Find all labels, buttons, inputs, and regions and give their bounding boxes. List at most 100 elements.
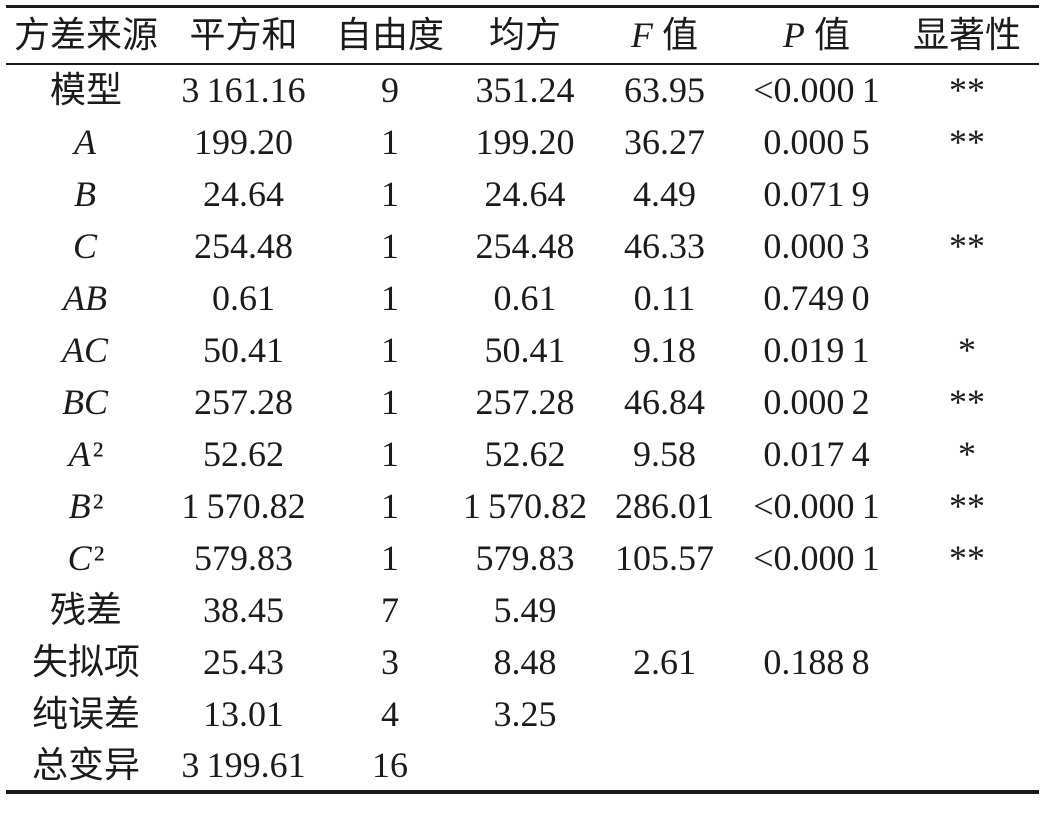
table-cell: ** — [949, 225, 985, 266]
table-cell — [895, 584, 1039, 636]
table-cell: 351.24 — [475, 70, 575, 110]
table-cell: 24.64 — [203, 173, 284, 214]
table-row: B² 1 570.82 1 1 570.82 286.01 <0.000 1 ** — [6, 480, 1039, 532]
table-cell: 残差 — [49, 589, 122, 630]
table-cell: 46.33 — [624, 225, 705, 266]
table-cell: 5.49 — [493, 589, 557, 630]
table-cell: C² — [67, 537, 105, 578]
table-cell: 9.58 — [633, 433, 696, 474]
table-cell: 1 — [381, 537, 399, 578]
table-cell: 1 570.82 — [462, 485, 588, 526]
table-cell — [738, 740, 895, 792]
table-cell — [895, 636, 1039, 688]
table-cell: 16 — [372, 744, 408, 785]
table-cell: 1 — [381, 277, 399, 318]
table-cell — [738, 584, 895, 636]
table-row: A² 52.62 1 52.62 9.58 0.017 4 * — [6, 428, 1039, 480]
table-cell: 1 — [381, 225, 399, 266]
table-row: 残差 38.45 7 5.49 — [6, 584, 1039, 636]
table-cell: 8.48 — [493, 641, 557, 682]
table-row: AB 0.61 1 0.61 0.11 0.749 0 — [6, 272, 1039, 324]
table-cell: 0.61 — [493, 277, 557, 318]
table-cell: 9 — [381, 70, 399, 110]
table-row: 纯误差 13.01 4 3.25 — [6, 688, 1039, 740]
table-cell: 9.18 — [633, 329, 696, 370]
table-cell: ** — [949, 70, 985, 110]
table-row: 失拟项 25.43 3 8.48 2.61 0.188 8 — [6, 636, 1039, 688]
table-cell: 579.83 — [475, 537, 575, 578]
table-cell — [591, 740, 738, 792]
table-cell — [591, 688, 738, 740]
table-cell: C — [72, 225, 97, 266]
table-cell: 纯误差 — [31, 693, 140, 734]
table-cell: 2.61 — [633, 641, 696, 682]
table-cell: BC — [61, 381, 108, 422]
table-cell: 4 — [381, 693, 399, 734]
table-row: A 199.20 1 199.20 36.27 0.000 5 ** — [6, 116, 1039, 168]
table-row: C² 579.83 1 579.83 105.57 <0.000 1 ** — [6, 532, 1039, 584]
column-header: 方差来源 — [13, 15, 158, 56]
table-row: C 254.48 1 254.48 46.33 0.000 3 ** — [6, 220, 1039, 272]
table-cell: 0.11 — [633, 277, 696, 318]
table-cell: 50.41 — [484, 329, 566, 370]
table-cell: 总变异 — [31, 744, 140, 785]
column-header: P 值 — [782, 15, 851, 56]
table-cell: <0.000 1 — [753, 537, 880, 578]
table-cell: 38.45 — [203, 589, 284, 630]
table-cell: 3 199.61 — [181, 744, 306, 785]
table-cell: 7 — [381, 589, 399, 630]
table-cell: B — [74, 173, 96, 214]
table-cell: 286.01 — [615, 485, 714, 526]
table-cell: 1 — [381, 121, 399, 162]
table-cell: 52.62 — [484, 433, 566, 474]
table-cell: 0.61 — [212, 277, 275, 318]
table-cell: 0.000 3 — [763, 225, 870, 266]
table-cell: 199.20 — [194, 121, 293, 162]
table-row: AC 50.41 1 50.41 9.18 0.019 1 * — [6, 324, 1039, 376]
table-cell: 1 — [381, 173, 399, 214]
table-row: 总变异 3 199.61 16 — [6, 740, 1039, 792]
table-cell: 0.749 0 — [763, 277, 870, 318]
table-cell: * — [958, 329, 976, 370]
table-cell: ** — [949, 121, 985, 162]
table-cell: 1 — [381, 381, 399, 422]
table-cell: 0.000 5 — [763, 121, 870, 162]
table-cell: 1 — [381, 433, 399, 474]
table-cell: <0.000 1 — [753, 70, 880, 110]
table-cell: B² — [68, 485, 104, 526]
column-header: 平方和 — [189, 15, 298, 56]
table-cell: 46.84 — [624, 381, 705, 422]
table-cell: 0.071 9 — [763, 173, 870, 214]
table-cell: <0.000 1 — [753, 485, 880, 526]
table-cell: 257.28 — [475, 381, 575, 422]
table-cell — [738, 688, 895, 740]
anova-table: 方差来源 平方和 自由度 均方 F 值 P 值 显著性 模型 3 161.16 9 351.24 6… — [6, 5, 1039, 794]
table-cell: 13.01 — [203, 693, 284, 734]
table-cell — [895, 168, 1039, 220]
column-header: 均方 — [488, 15, 561, 56]
table-cell: 3.25 — [493, 693, 557, 734]
table-cell: 0.000 2 — [763, 381, 870, 422]
table-cell: 257.28 — [194, 381, 293, 422]
table-cell: * — [958, 433, 976, 474]
table-cell: 24.64 — [484, 173, 566, 214]
table-cell: 199.20 — [475, 121, 575, 162]
table-cell: 1 — [381, 329, 399, 370]
table-cell: AB — [63, 277, 107, 318]
table-cell: 579.83 — [194, 537, 293, 578]
table-cell: 50.41 — [203, 329, 284, 370]
table-cell: 失拟项 — [31, 641, 140, 682]
table-cell: AC — [61, 329, 108, 370]
table-cell: A² — [68, 433, 104, 474]
table-cell: 模型 — [49, 70, 122, 110]
table-cell — [895, 740, 1039, 792]
table-cell: 1 570.82 — [181, 485, 306, 526]
table-cell: 3 161.16 — [181, 70, 306, 110]
table-cell: 0.019 1 — [763, 329, 870, 370]
table-cell: 0.188 8 — [763, 641, 870, 682]
table-cell — [459, 740, 591, 792]
table-row: BC 257.28 1 257.28 46.84 0.000 2 ** — [6, 376, 1039, 428]
table-cell: 0.017 4 — [763, 433, 870, 474]
table-cell: 3 — [381, 641, 399, 682]
